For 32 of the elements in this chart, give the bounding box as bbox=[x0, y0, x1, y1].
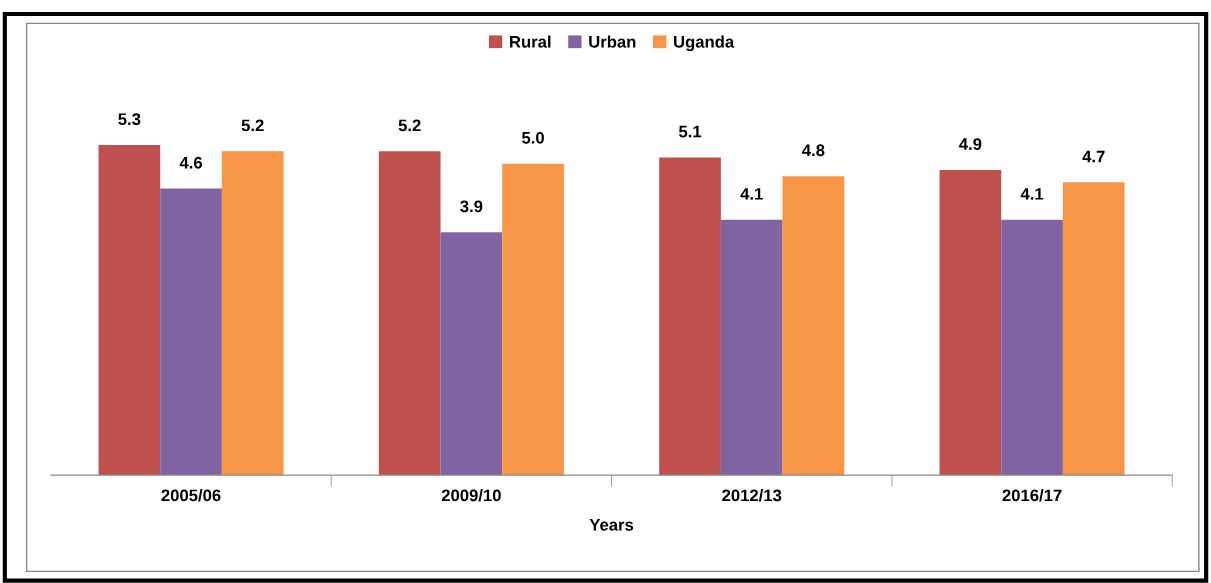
data-label: 5.1 bbox=[678, 125, 702, 138]
data-label: 4.7 bbox=[1082, 150, 1105, 163]
data-label: 4.1 bbox=[1020, 188, 1044, 200]
bar bbox=[440, 232, 503, 476]
bar bbox=[378, 151, 441, 476]
data-label: 5.3 bbox=[118, 113, 141, 126]
data-label: 4.1 bbox=[740, 188, 763, 200]
x-tick-label: 2016/17 bbox=[1002, 489, 1062, 502]
x-axis-title: Years bbox=[589, 519, 634, 531]
legend-label: Uganda bbox=[674, 35, 735, 52]
bar bbox=[720, 219, 783, 476]
data-label: 4.8 bbox=[802, 144, 825, 157]
data-label: 3.9 bbox=[460, 200, 483, 213]
x-tick-label: 2005/06 bbox=[161, 489, 221, 502]
data-label: 5.2 bbox=[398, 119, 421, 132]
bar bbox=[160, 188, 222, 476]
legend-label: Urban bbox=[589, 35, 636, 48]
legend-label: Rural bbox=[510, 35, 551, 48]
x-tick-label: 2012/13 bbox=[722, 489, 782, 502]
bar bbox=[659, 157, 721, 476]
x-tick-label: 2009/10 bbox=[441, 489, 501, 502]
data-label: 5.0 bbox=[521, 131, 544, 144]
data-label: 4.6 bbox=[179, 156, 203, 169]
bar bbox=[221, 151, 284, 476]
bar bbox=[98, 144, 161, 476]
bar bbox=[939, 169, 1002, 476]
bar bbox=[1001, 219, 1063, 476]
bar bbox=[1062, 182, 1125, 476]
bar bbox=[502, 163, 564, 476]
data-label: 4.9 bbox=[959, 138, 982, 150]
bar bbox=[782, 176, 845, 476]
data-label: 5.2 bbox=[241, 119, 264, 132]
